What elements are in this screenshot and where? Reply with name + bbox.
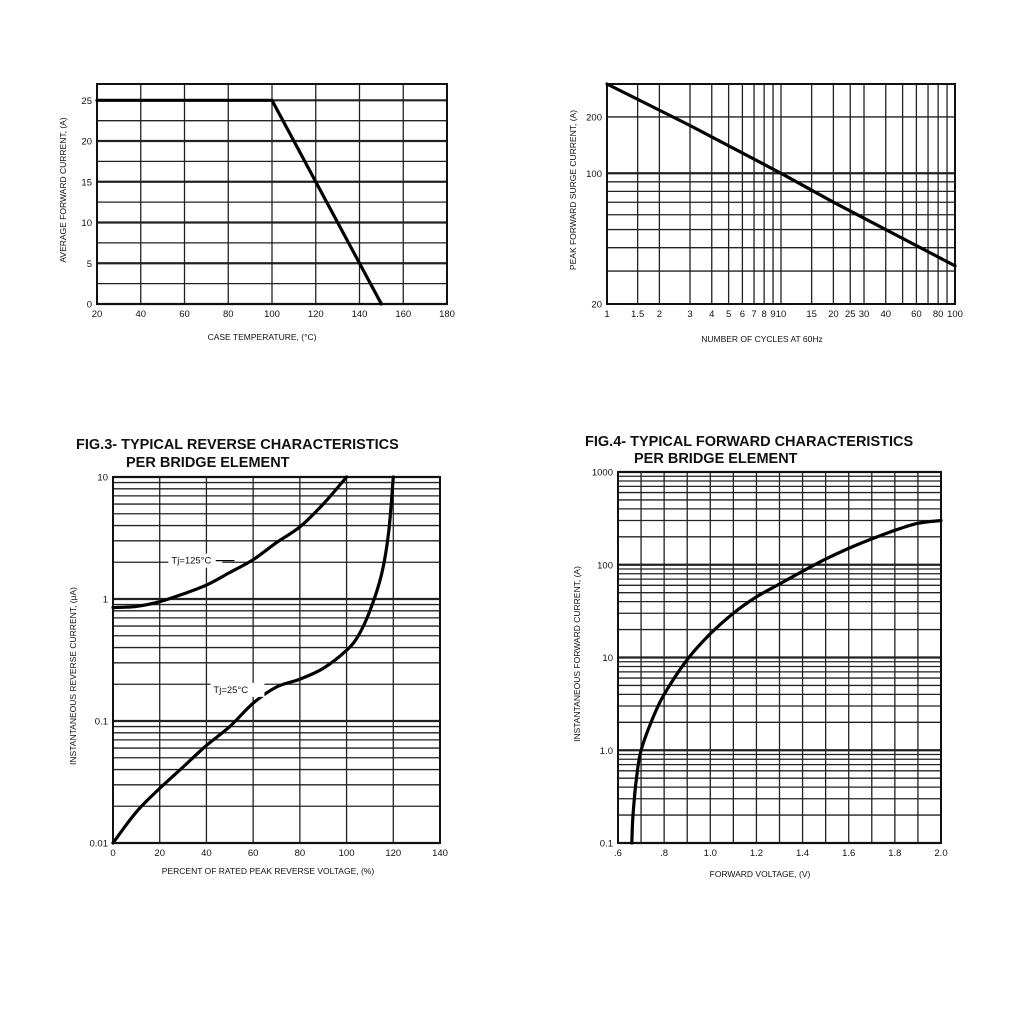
series-line-fig4-0: [630, 518, 943, 845]
y-tick-label: 25: [81, 96, 92, 107]
x-axis-label: NUMBER OF CYCLES AT 60Hz: [701, 334, 823, 344]
chart-fig4: .6 .8 1.0 1.2 1.4 1.6 1.8 2.0 0.1 1.0 10 100 1000 FIG…: [572, 434, 948, 879]
x-tick-label: 60: [248, 848, 259, 859]
chart-title: FIG.4- TYPICAL FORWARD CHARACTERISTICS: [585, 434, 913, 450]
x-tick-label: 9: [770, 309, 775, 320]
x-tick-label: .8: [660, 848, 668, 859]
y-axis-label: PEAK FORWARD SURGE CURRENT, (A): [568, 110, 578, 270]
series-line-fig3-1: [111, 475, 395, 845]
x-tick-label: 40: [135, 309, 146, 320]
y-tick-label: 5: [87, 259, 92, 270]
x-tick-label: 140: [432, 848, 448, 859]
plot-frame: [96, 83, 448, 305]
y-tick-label: 10: [602, 653, 613, 664]
x-tick-label: 120: [385, 848, 401, 859]
chart-fig3: 0 20 40 60 80 100 120 140 0.01 0.1 1 10 FIG.3- TYPIC…: [68, 437, 448, 876]
series-line-fig2-0: [605, 82, 957, 268]
x-tick-label: 6: [740, 309, 745, 320]
x-tick-label: 20: [828, 309, 839, 320]
x-tick-label: 140: [352, 309, 368, 320]
x-tick-label: 2: [657, 309, 662, 320]
y-axis-label: INSTANTANEOUS REVERSE CURRENT, (μA): [68, 587, 78, 765]
series-line-fig1-0: [95, 98, 383, 306]
x-tick-label: 40: [880, 309, 891, 320]
chart-title: FIG.3- TYPICAL REVERSE CHARACTERISTICS: [76, 437, 399, 453]
y-tick-label: 1: [103, 595, 108, 606]
y-tick-label: 0.1: [95, 717, 108, 728]
x-tick-label: 80: [223, 309, 234, 320]
plot-frame: [606, 83, 956, 305]
x-tick-label: 120: [308, 309, 324, 320]
y-tick-label: 1000: [592, 468, 613, 479]
x-tick-label: 30: [859, 309, 870, 320]
y-tick-label: 100: [597, 560, 613, 571]
y-tick-label: 1.0: [600, 746, 613, 757]
x-axis-label: PERCENT OF RATED PEAK REVERSE VOLTAGE, (…: [162, 866, 375, 876]
y-tick-label: 0.01: [90, 839, 109, 850]
x-tick-label: 60: [179, 309, 190, 320]
x-tick-label: 100: [947, 309, 963, 320]
y-tick-label: 20: [81, 137, 92, 148]
y-tick-label: 10: [97, 473, 108, 484]
x-tick-label: 10: [776, 309, 787, 320]
chart-subtitle: PER BRIDGE ELEMENT: [126, 455, 290, 471]
x-tick-label: 3: [687, 309, 692, 320]
plot-frame: [112, 476, 441, 844]
x-tick-label: 20: [154, 848, 165, 859]
x-tick-label: 100: [339, 848, 355, 859]
annotation-bg: [210, 682, 265, 697]
chart-fig2: 1 1.5 2 3 4 5 6 7 8 9 10 15 20 25 30 40 60 80 10020100200N…: [568, 82, 963, 344]
x-tick-label: 8: [761, 309, 766, 320]
x-tick-label: 1.2: [750, 848, 763, 859]
x-axis-label: FORWARD VOLTAGE, (V): [710, 869, 811, 879]
x-tick-label: 7: [751, 309, 756, 320]
x-tick-label: 2.0: [934, 848, 947, 859]
x-tick-label: 100: [264, 309, 280, 320]
chart-fig1: 20 40 60 80 100 120 140 160 180 0 5 10 15 20 25 CASE TE…: [58, 83, 455, 342]
x-tick-label: 180: [439, 309, 455, 320]
grid: [96, 83, 448, 306]
plot-frame: [617, 471, 942, 844]
grid: [617, 470, 942, 845]
y-tick-label: 0.1: [600, 839, 613, 850]
y-tick-label: 200: [586, 112, 602, 123]
y-tick-label: 15: [81, 177, 92, 188]
x-tick-label: 4: [709, 309, 714, 320]
annotation-bg: [168, 553, 223, 568]
grid: [606, 83, 956, 305]
x-tick-label: 1.4: [796, 848, 809, 859]
curve-label: Tj=25°C: [213, 685, 248, 696]
y-axis-label: AVERAGE FORWARD CURRENT, (A): [58, 117, 68, 262]
x-tick-label: 60: [911, 309, 922, 320]
y-tick-label: 100: [586, 169, 602, 180]
x-tick-label: 15: [806, 309, 817, 320]
chart-subtitle: PER BRIDGE ELEMENT: [634, 451, 798, 467]
y-axis-label: INSTANTANEOUS FORWARD CURRENT, (A): [572, 566, 582, 742]
curve-label: Tj=125°C: [171, 556, 211, 567]
x-tick-label: 1.6: [842, 848, 855, 859]
x-tick-label: 1: [604, 309, 609, 320]
x-tick-label: 160: [395, 309, 411, 320]
x-tick-label: .6: [614, 848, 622, 859]
x-tick-label: 1.8: [888, 848, 901, 859]
x-tick-label: 5: [726, 309, 731, 320]
x-tick-label: 25: [845, 309, 856, 320]
x-tick-label: 1.5: [631, 309, 644, 320]
x-tick-label: 1.0: [704, 848, 717, 859]
y-tick-label: 10: [81, 218, 92, 229]
x-tick-label: 80: [295, 848, 306, 859]
series-line-fig3-0: [111, 475, 349, 610]
y-tick-label: 20: [591, 300, 602, 311]
x-tick-label: 0: [110, 848, 115, 859]
x-axis-label: CASE TEMPERATURE, (°C): [208, 332, 317, 342]
x-tick-label: 40: [201, 848, 212, 859]
x-tick-label: 80: [933, 309, 944, 320]
x-tick-label: 20: [92, 309, 103, 320]
y-tick-label: 0: [87, 300, 92, 311]
